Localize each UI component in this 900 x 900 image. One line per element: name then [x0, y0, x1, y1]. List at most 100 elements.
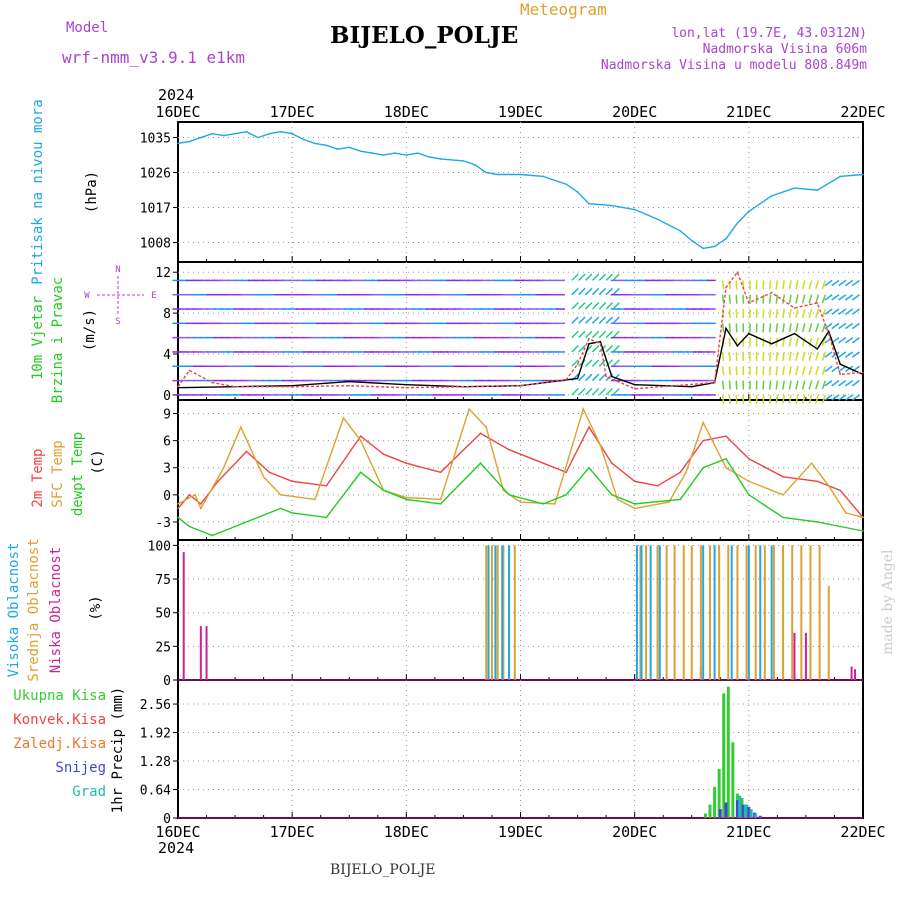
y-tick-label-precip: 1.28	[140, 755, 171, 770]
data-point-sfc	[262, 475, 265, 478]
compass-w: W	[84, 291, 90, 301]
wind-arrow	[851, 337, 861, 344]
temp-ylabel-dewpt: dewpt Temp	[70, 432, 86, 516]
data-point-black_line	[405, 383, 408, 386]
data-point-pressure	[713, 245, 716, 248]
bar-mid_cloud	[513, 545, 516, 680]
data-point-pressure	[405, 154, 408, 156]
data-point-t2m	[725, 435, 727, 437]
y-tick-label-temp: 3	[163, 462, 171, 477]
bar-high_cloud	[640, 545, 643, 680]
wind-arrow	[831, 379, 840, 387]
data-point-sfc	[748, 480, 750, 483]
bar-low_cloud	[182, 552, 185, 680]
wind-arrow	[775, 280, 779, 290]
wind-arrow	[845, 379, 854, 387]
wind-arrow	[788, 280, 792, 290]
bar-mid_cloud	[639, 545, 642, 680]
data-point-dewpoint	[479, 462, 482, 465]
wind-arrow	[591, 302, 600, 310]
wind-arrow	[795, 280, 799, 290]
bar-high_cloud	[649, 545, 652, 680]
data-point-black_line	[839, 363, 841, 366]
wind-arrow	[815, 380, 820, 390]
wind-arrow	[585, 359, 593, 367]
wind-arrow	[824, 394, 833, 401]
data-point-dewpoint	[862, 530, 864, 532]
wind-arrow	[851, 294, 861, 301]
data-point-t2m	[268, 471, 271, 474]
wind-arrow	[824, 322, 833, 330]
wind-arrow	[782, 280, 785, 290]
wind-arrow	[591, 273, 600, 281]
wind-arrow	[591, 316, 600, 324]
bar-mid_cloud	[690, 545, 693, 680]
wind-arrow	[782, 394, 785, 404]
y-tick-label-clouds: 75	[155, 573, 171, 588]
wind-arrow	[578, 273, 586, 281]
wind-arrow	[768, 380, 772, 390]
wind-arrow	[585, 273, 593, 281]
data-point-black_line	[770, 342, 773, 345]
wind-arrow	[585, 330, 593, 339]
data-point-sfc	[468, 408, 470, 410]
bar-graupel	[743, 804, 747, 818]
data-point-pressure	[222, 134, 225, 137]
bar-low_cloud	[205, 626, 208, 680]
wind-arrow	[721, 380, 725, 390]
wind-arrow	[591, 359, 600, 367]
data-point-red_line	[633, 387, 636, 390]
data-point-red_line	[348, 384, 351, 387]
data-point-dewpoint	[188, 525, 191, 528]
data-point-sfc	[599, 444, 602, 446]
bar-low_cloud	[854, 669, 857, 680]
bar-mid_cloud	[699, 545, 702, 680]
wind-arrow	[571, 345, 579, 353]
wind-arrow	[815, 308, 820, 318]
wind-arrow	[768, 351, 772, 361]
data-point-pressure	[725, 237, 727, 240]
wind-arrow	[591, 345, 600, 353]
data-point-pressure	[314, 142, 316, 145]
footer-station: BIJELO_POLJE	[330, 862, 436, 878]
wind-arrow	[782, 294, 785, 304]
temp-ylabel-sfc: SFC Temp	[50, 440, 66, 507]
bar-high_cloud	[508, 545, 511, 680]
data-point-pressure	[793, 187, 796, 189]
wind-arrow	[808, 380, 813, 390]
data-point-sfc	[222, 466, 225, 469]
wind-arrow	[808, 294, 813, 304]
y-tick-label-precip: 2.56	[140, 698, 171, 713]
wind-arrow	[591, 373, 600, 382]
wind-arrow	[845, 294, 854, 301]
data-point-pressure	[337, 148, 339, 151]
data-point-red_line	[862, 371, 864, 374]
data-point-dewpoint	[508, 494, 510, 496]
data-point-pressure	[736, 222, 739, 224]
wind-arrow	[775, 351, 779, 361]
data-point-dewpoint	[633, 503, 636, 505]
wind-arrow	[578, 387, 586, 396]
wind-arrow	[838, 322, 847, 330]
bar-mid_cloud	[782, 545, 785, 680]
data-point-sfc	[616, 498, 619, 501]
data-point-black_line	[348, 380, 351, 383]
product-title: Meteogram	[520, 0, 607, 19]
wind-arrow	[821, 351, 827, 361]
wind-arrow	[721, 366, 725, 376]
bar-graupel	[749, 809, 753, 818]
bar-high_cloud	[747, 545, 750, 680]
data-point-sfc	[685, 471, 687, 474]
temp-ylabel-2m: 2m Temp	[30, 448, 46, 507]
wind-arrow	[788, 308, 792, 319]
data-point-sfc	[725, 466, 727, 469]
wind-arrow	[838, 337, 847, 344]
wind-arrow	[788, 294, 792, 304]
y-tick-label-precip: 0.64	[140, 784, 171, 799]
wind-arrow	[845, 308, 854, 315]
wind-arrow	[795, 351, 799, 361]
data-point-pressure	[211, 132, 214, 135]
data-point-dewpoint	[359, 471, 362, 474]
wind-arrow	[788, 380, 792, 390]
wind-arrow	[795, 323, 799, 333]
